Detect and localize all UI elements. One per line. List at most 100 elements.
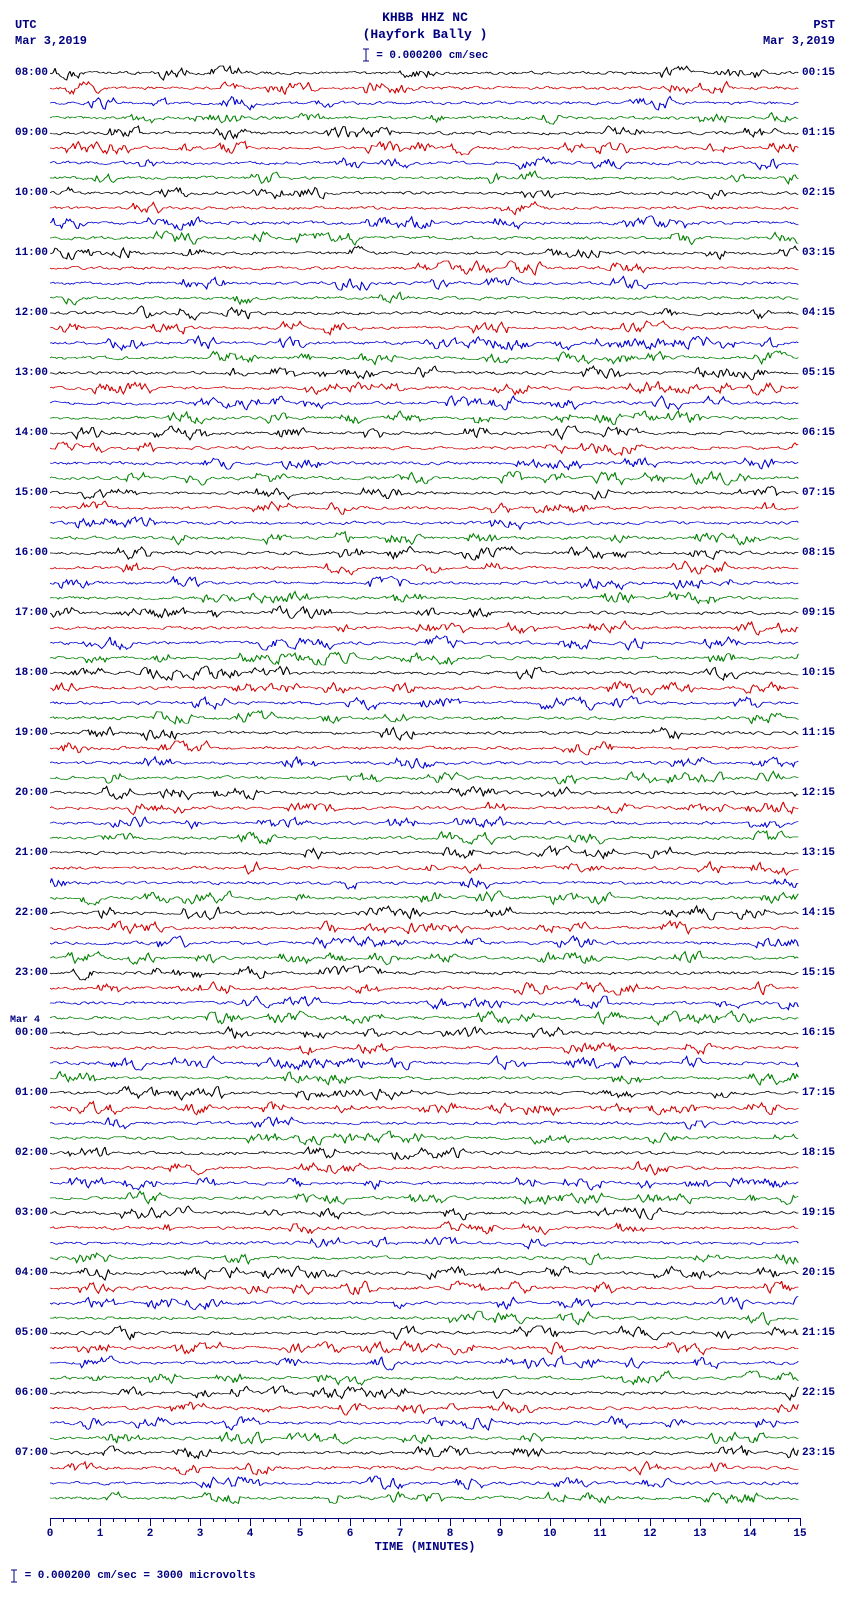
utc-time-label: 13:00 (10, 367, 48, 379)
trace-row (50, 1498, 800, 1513)
axis-tick-minor (538, 1518, 539, 1522)
pst-time-label: 00:15 (802, 67, 840, 79)
axis-tick-label: 4 (247, 1528, 254, 1540)
axis-tick-minor (563, 1518, 564, 1522)
axis-tick-label: 1 (97, 1528, 104, 1540)
axis-tick-minor (325, 1518, 326, 1522)
axis-tick-major (50, 1518, 51, 1526)
plot-area: 08:0000:1509:0001:1510:0002:1511:0003:15… (50, 68, 800, 1518)
tz-right-label: PST (813, 18, 835, 32)
axis-tick-minor (175, 1518, 176, 1522)
utc-time-label: 09:00 (10, 127, 48, 139)
axis-tick-major (200, 1518, 201, 1526)
axis-tick-minor (313, 1518, 314, 1522)
utc-time-label: 23:00 (10, 967, 48, 979)
axis-tick-minor (688, 1518, 689, 1522)
scale-indicator: = 0.000200 cm/sec (10, 47, 840, 63)
utc-time-label: 19:00 (10, 727, 48, 739)
utc-time-label: 17:00 (10, 607, 48, 619)
tz-right-block: PST Mar 3,2019 (763, 18, 835, 49)
axis-tick-minor (713, 1518, 714, 1522)
tz-left-block: UTC Mar 3,2019 (15, 18, 87, 49)
utc-time-label: 11:00 (10, 247, 48, 259)
axis-title: TIME (MINUTES) (50, 1518, 800, 1554)
utc-time-label: 18:00 (10, 667, 48, 679)
waveform (50, 1488, 800, 1508)
utc-time-label: 03:00 (10, 1207, 48, 1219)
axis-tick-label: 8 (447, 1528, 454, 1540)
pst-time-label: 15:15 (802, 967, 840, 979)
axis-tick-label: 5 (297, 1528, 304, 1540)
axis-tick-major (250, 1518, 251, 1526)
utc-time-label: 05:00 (10, 1327, 48, 1339)
axis-tick-major (400, 1518, 401, 1526)
axis-tick-label: 14 (743, 1528, 756, 1540)
utc-time-label: 16:00 (10, 547, 48, 559)
axis-tick-minor (188, 1518, 189, 1522)
axis-tick-minor (525, 1518, 526, 1522)
utc-time-label: 08:00 (10, 67, 48, 79)
axis-tick-minor (675, 1518, 676, 1522)
axis-tick-label: 13 (693, 1528, 706, 1540)
pst-time-label: 16:15 (802, 1027, 840, 1039)
pst-time-label: 10:15 (802, 667, 840, 679)
axis-tick-major (300, 1518, 301, 1526)
pst-time-label: 09:15 (802, 607, 840, 619)
tz-left-date: Mar 3,2019 (15, 34, 87, 48)
axis-tick-minor (575, 1518, 576, 1522)
axis-tick-label: 15 (793, 1528, 806, 1540)
axis-tick-major (350, 1518, 351, 1526)
axis-tick-minor (238, 1518, 239, 1522)
scale-bar-icon (362, 47, 370, 63)
utc-time-label: 07:00 (10, 1447, 48, 1459)
utc-time-label: 14:00 (10, 427, 48, 439)
footer: = 0.000200 cm/sec = 3000 microvolts (10, 1568, 840, 1584)
axis-tick-minor (463, 1518, 464, 1522)
pst-time-label: 01:15 (802, 127, 840, 139)
scale-value: = 0.000200 cm/sec (376, 50, 488, 62)
utc-time-label: 10:00 (10, 187, 48, 199)
date-change-label: Mar 4 (10, 1015, 48, 1026)
utc-time-label: 22:00 (10, 907, 48, 919)
tz-right-date: Mar 3,2019 (763, 34, 835, 48)
utc-time-label: 01:00 (10, 1087, 48, 1099)
axis-tick-major (500, 1518, 501, 1526)
pst-time-label: 17:15 (802, 1087, 840, 1099)
pst-time-label: 18:15 (802, 1147, 840, 1159)
utc-time-label: 00:00 (10, 1027, 48, 1039)
axis-tick-minor (338, 1518, 339, 1522)
utc-time-label: 04:00 (10, 1267, 48, 1279)
axis-tick-minor (275, 1518, 276, 1522)
axis-tick-minor (613, 1518, 614, 1522)
pst-time-label: 02:15 (802, 187, 840, 199)
axis-tick-minor (225, 1518, 226, 1522)
axis-tick-major (700, 1518, 701, 1526)
axis-tick-minor (363, 1518, 364, 1522)
axis-tick-label: 6 (347, 1528, 354, 1540)
axis-tick-label: 0 (47, 1528, 54, 1540)
utc-time-label: 06:00 (10, 1387, 48, 1399)
pst-time-label: 21:15 (802, 1327, 840, 1339)
axis-tick-minor (213, 1518, 214, 1522)
pst-time-label: 04:15 (802, 307, 840, 319)
pst-time-label: 07:15 (802, 487, 840, 499)
axis-tick-minor (75, 1518, 76, 1522)
tz-left-label: UTC (15, 18, 37, 32)
pst-time-label: 12:15 (802, 787, 840, 799)
axis-tick-minor (63, 1518, 64, 1522)
pst-time-label: 19:15 (802, 1207, 840, 1219)
axis-tick-label: 11 (593, 1528, 606, 1540)
axis-tick-minor (475, 1518, 476, 1522)
utc-time-label: 02:00 (10, 1147, 48, 1159)
axis-tick-major (600, 1518, 601, 1526)
axis-tick-minor (113, 1518, 114, 1522)
seismogram-container: UTC Mar 3,2019 PST Mar 3,2019 KHBB HHZ N… (10, 10, 840, 1584)
axis-tick-minor (425, 1518, 426, 1522)
footer-text: = 0.000200 cm/sec = 3000 microvolts (25, 1570, 256, 1582)
axis-tick-minor (163, 1518, 164, 1522)
pst-time-label: 20:15 (802, 1267, 840, 1279)
axis-tick-minor (588, 1518, 589, 1522)
pst-time-label: 08:15 (802, 547, 840, 559)
axis-tick-minor (763, 1518, 764, 1522)
axis-tick-minor (638, 1518, 639, 1522)
